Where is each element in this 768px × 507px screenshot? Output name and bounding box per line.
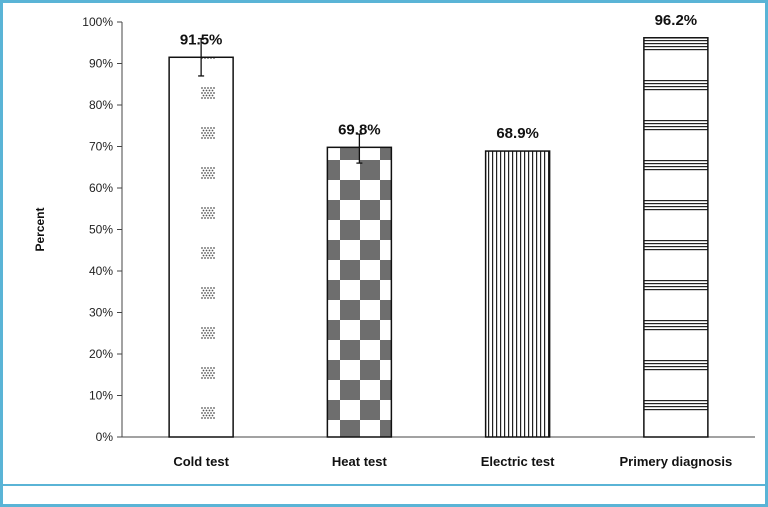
bar-heat-test [326, 146, 393, 438]
frame-divider [0, 484, 768, 486]
value-label: 69.8% [338, 121, 381, 138]
bar-electric-test [484, 150, 551, 438]
y-axis-title: Percent [33, 207, 47, 251]
value-label: 91.5% [180, 31, 223, 48]
y-tick-label: 60% [89, 181, 113, 195]
y-tick-label: 30% [89, 306, 113, 320]
y-tick-label: 70% [89, 140, 113, 154]
y-tick-label: 20% [89, 347, 113, 361]
value-label: 68.9% [496, 125, 539, 142]
bar-cold-test [168, 56, 234, 438]
category-label: Primery diagnosis [620, 454, 733, 469]
y-tick-label: 0% [96, 430, 114, 444]
y-tick-label: 80% [89, 98, 113, 112]
category-label: Electric test [481, 454, 555, 469]
bar-primery-diagnosis [643, 37, 709, 438]
y-tick-label: 40% [89, 264, 113, 278]
category-label: Heat test [332, 454, 388, 469]
y-tick-label: 100% [82, 15, 113, 29]
y-tick-label: 90% [89, 57, 113, 71]
y-tick-label: 10% [89, 389, 113, 403]
category-label: Cold test [173, 454, 229, 469]
value-label: 96.2% [655, 12, 698, 29]
y-tick-label: 50% [89, 223, 113, 237]
